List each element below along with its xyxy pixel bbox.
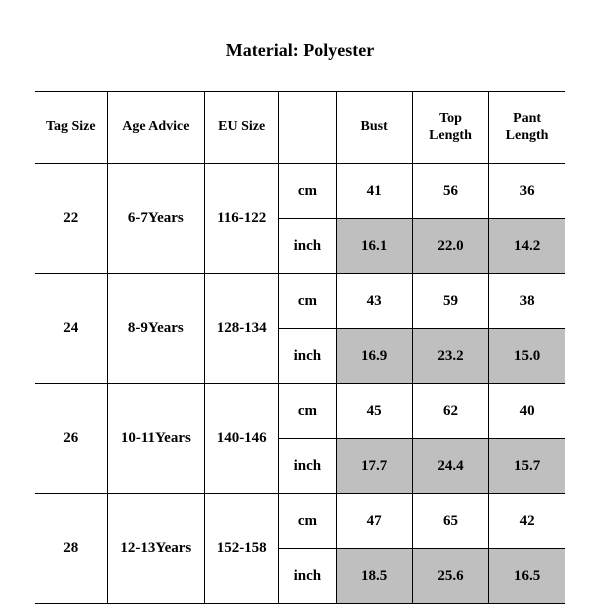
- cell-eu-size: 152-158: [205, 494, 279, 604]
- header-row: Tag Size Age Advice EU Size Bust Top Len…: [35, 92, 565, 164]
- cell-pant-cm: 38: [489, 274, 565, 329]
- cell-bust-cm: 43: [336, 274, 412, 329]
- cell-bust-inch: 17.7: [336, 439, 412, 494]
- cell-unit-cm: cm: [279, 274, 336, 329]
- cell-unit-inch: inch: [279, 219, 336, 274]
- col-unit: [279, 92, 336, 164]
- cell-pant-cm: 36: [489, 164, 565, 219]
- table-row: 28 12-13Years 152-158 cm 47 65 42: [35, 494, 565, 549]
- cell-top-inch: 23.2: [412, 329, 488, 384]
- col-tag-size: Tag Size: [35, 92, 107, 164]
- cell-tag-size: 24: [35, 274, 107, 384]
- col-pant-length-line2: Length: [506, 128, 549, 143]
- cell-age-advice: 6-7Years: [107, 164, 205, 274]
- cell-top-cm: 65: [412, 494, 488, 549]
- col-eu-size: EU Size: [205, 92, 279, 164]
- cell-eu-size: 116-122: [205, 164, 279, 274]
- cell-unit-inch: inch: [279, 439, 336, 494]
- cell-top-cm: 56: [412, 164, 488, 219]
- col-bust: Bust: [336, 92, 412, 164]
- material-title: Material: Polyester: [20, 40, 580, 61]
- cell-bust-inch: 18.5: [336, 549, 412, 604]
- cell-age-advice: 10-11Years: [107, 384, 205, 494]
- table-row: 24 8-9Years 128-134 cm 43 59 38: [35, 274, 565, 329]
- cell-unit-cm: cm: [279, 494, 336, 549]
- cell-bust-cm: 45: [336, 384, 412, 439]
- page: Material: Polyester Tag Size Age Advice …: [0, 0, 600, 600]
- cell-age-advice: 12-13Years: [107, 494, 205, 604]
- col-pant-length-line1: Pant: [513, 111, 541, 126]
- cell-tag-size: 28: [35, 494, 107, 604]
- cell-tag-size: 26: [35, 384, 107, 494]
- cell-eu-size: 128-134: [205, 274, 279, 384]
- table-row: 22 6-7Years 116-122 cm 41 56 36: [35, 164, 565, 219]
- cell-unit-cm: cm: [279, 384, 336, 439]
- cell-bust-inch: 16.1: [336, 219, 412, 274]
- cell-unit-inch: inch: [279, 549, 336, 604]
- cell-pant-cm: 42: [489, 494, 565, 549]
- cell-pant-inch: 15.0: [489, 329, 565, 384]
- cell-tag-size: 22: [35, 164, 107, 274]
- cell-top-cm: 62: [412, 384, 488, 439]
- cell-eu-size: 140-146: [205, 384, 279, 494]
- cell-pant-inch: 15.7: [489, 439, 565, 494]
- cell-bust-inch: 16.9: [336, 329, 412, 384]
- cell-bust-cm: 41: [336, 164, 412, 219]
- cell-pant-cm: 40: [489, 384, 565, 439]
- cell-pant-inch: 14.2: [489, 219, 565, 274]
- cell-unit-inch: inch: [279, 329, 336, 384]
- size-table: Tag Size Age Advice EU Size Bust Top Len…: [35, 91, 565, 604]
- col-top-length-line2: Length: [429, 128, 472, 143]
- cell-unit-cm: cm: [279, 164, 336, 219]
- cell-top-cm: 59: [412, 274, 488, 329]
- cell-age-advice: 8-9Years: [107, 274, 205, 384]
- cell-top-inch: 25.6: [412, 549, 488, 604]
- cell-bust-cm: 47: [336, 494, 412, 549]
- table-row: 26 10-11Years 140-146 cm 45 62 40: [35, 384, 565, 439]
- col-top-length: Top Length: [412, 92, 488, 164]
- col-pant-length: Pant Length: [489, 92, 565, 164]
- cell-top-inch: 24.4: [412, 439, 488, 494]
- cell-pant-inch: 16.5: [489, 549, 565, 604]
- cell-top-inch: 22.0: [412, 219, 488, 274]
- col-top-length-line1: Top: [439, 111, 462, 126]
- col-age-advice: Age Advice: [107, 92, 205, 164]
